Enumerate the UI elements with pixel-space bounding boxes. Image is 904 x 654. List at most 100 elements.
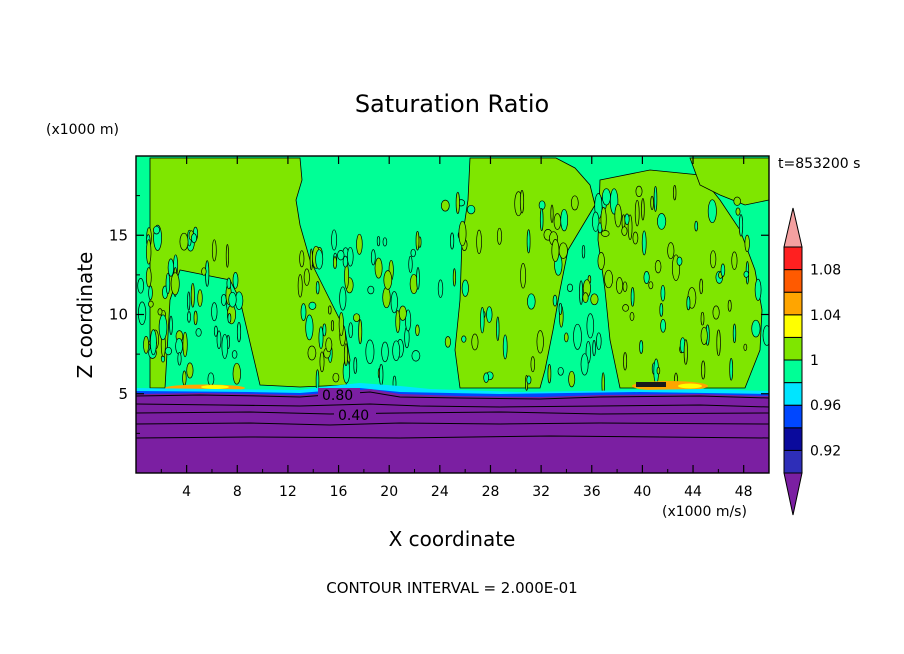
- contour-cell: [558, 302, 563, 315]
- contour-cell: [600, 207, 607, 232]
- colorbar-swatch: [783, 246, 803, 271]
- y-axis-label: Z coordinate: [73, 252, 97, 379]
- y-tick-label: 15: [109, 226, 128, 244]
- contour-cell: [137, 278, 145, 294]
- contour-cell: [641, 230, 647, 256]
- contour-cell: [683, 339, 688, 365]
- x-tick-label: 4: [182, 484, 191, 500]
- contour-cell: [213, 325, 218, 337]
- contour-cell: [305, 314, 314, 341]
- contour-cell: [709, 250, 717, 269]
- contour-cell: [622, 304, 629, 312]
- contour-cell: [315, 281, 320, 295]
- contour-cell: [648, 281, 654, 290]
- contour-cell: [158, 314, 168, 341]
- contour-cell: [743, 343, 748, 351]
- contour-cell: [660, 284, 666, 302]
- contour-cell: [743, 270, 750, 278]
- x-tick-label: 16: [330, 484, 348, 500]
- contour-line-040: [136, 422, 769, 426]
- time-label: t=853200 s: [778, 156, 860, 172]
- contour-cell: [632, 231, 639, 245]
- contour-cell: [592, 211, 600, 232]
- contour-cell: [390, 291, 398, 314]
- plot-area: [136, 156, 769, 473]
- contour-cell: [164, 346, 172, 356]
- contour-cell: [148, 285, 153, 301]
- contour-cell: [191, 233, 197, 244]
- contour-cell: [232, 362, 241, 385]
- contour-cell: [236, 321, 242, 343]
- contour-cell: [318, 326, 324, 350]
- contour-cell: [520, 263, 527, 289]
- contour-cell: [547, 364, 552, 384]
- contour-cell: [408, 255, 413, 273]
- contour-cell: [496, 227, 503, 245]
- contour-cell: [415, 230, 420, 251]
- contour-cell: [738, 214, 744, 237]
- contour-cell: [382, 237, 388, 247]
- contour-cell: [586, 313, 595, 339]
- contour-cell: [392, 340, 401, 361]
- contour-cell: [344, 263, 350, 289]
- contour-cell: [526, 375, 532, 385]
- contour-cell: [673, 185, 677, 201]
- contour-cell: [519, 190, 525, 214]
- contour-cell: [526, 229, 531, 254]
- contour-cell: [707, 199, 717, 224]
- colorbar-swatch: [783, 291, 803, 316]
- contour-cell: [358, 319, 363, 345]
- contour-line-080: [136, 403, 769, 408]
- contour-cell: [146, 239, 152, 265]
- contour-cell: [560, 208, 569, 232]
- contour-cell: [564, 332, 569, 343]
- high-ratio-patch-right-core: [678, 383, 702, 389]
- colorbar-bottom-arrow: [783, 472, 803, 516]
- contour-cell: [398, 305, 407, 321]
- contour-cell: [337, 250, 345, 261]
- colorbar: 0.92 0.96 1 1.04 1.08: [783, 207, 841, 516]
- contour-cell: [379, 363, 384, 386]
- contour-cell: [211, 239, 217, 262]
- contour-cell: [476, 229, 482, 254]
- colorbar-swatch: [783, 449, 803, 474]
- contour-cell: [381, 341, 389, 363]
- contour-cell: [157, 308, 163, 316]
- contour-cell: [634, 199, 640, 227]
- contour-cell: [639, 340, 644, 354]
- contour-cell: [190, 282, 195, 308]
- contour-cell: [623, 352, 628, 371]
- x-tick-label: 28: [482, 484, 500, 500]
- contour-cell: [536, 330, 544, 354]
- contour-cell: [601, 188, 611, 206]
- contour-cell: [596, 332, 602, 350]
- contour-cell: [455, 191, 460, 214]
- contour-cell: [220, 293, 227, 306]
- contour-cell: [211, 302, 218, 322]
- contour-cell: [227, 313, 232, 324]
- contour-cell: [374, 257, 383, 279]
- contour-cell: [416, 267, 420, 290]
- contour-label-080-text: 0.80: [322, 388, 353, 404]
- contour-cell: [221, 333, 229, 359]
- contour-cell: [228, 291, 237, 308]
- contour-cell: [527, 293, 536, 310]
- contour-cell: [550, 204, 554, 223]
- contour-cell: [167, 258, 175, 277]
- high-ratio-patch-left-core: [201, 385, 229, 389]
- contour-cell: [195, 328, 202, 337]
- contour-cell: [319, 351, 325, 373]
- contour-cell: [659, 303, 664, 317]
- contour-cell: [657, 213, 667, 230]
- colorbar-swatch: [783, 269, 803, 293]
- contour-cell: [624, 213, 630, 225]
- contour-cell: [348, 322, 354, 339]
- contour-cell: [343, 343, 349, 367]
- contour-cell: [331, 229, 338, 251]
- contour-cell: [353, 357, 358, 374]
- x-tick-label: 36: [583, 484, 601, 500]
- contour-cell: [197, 289, 203, 307]
- contour-cell: [411, 350, 421, 362]
- contour-cell: [347, 246, 354, 267]
- contour-cell: [187, 311, 191, 323]
